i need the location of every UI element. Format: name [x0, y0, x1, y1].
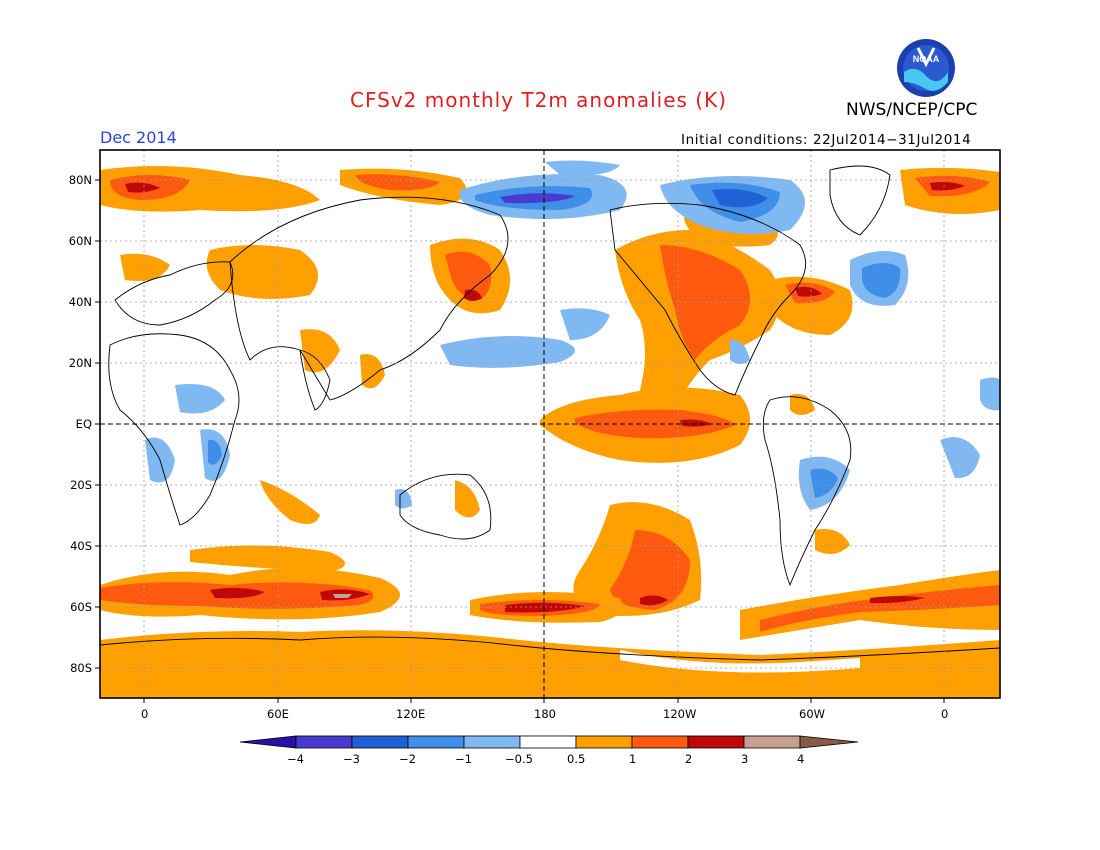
anomaly-region [810, 468, 838, 498]
anomaly-region [395, 489, 412, 509]
lon-label-60w: 60W [799, 707, 826, 721]
lat-label-20n: 20N [68, 356, 92, 370]
forecast-month: Dec 2014 [100, 128, 177, 147]
anomaly-region [440, 336, 575, 368]
lon-label-120w: 120W [663, 707, 697, 721]
anomaly-region [610, 530, 690, 610]
colorbar-swatch [799, 735, 859, 749]
lon-label-60e: 60E [267, 707, 289, 721]
anomaly-region [870, 596, 925, 604]
lat-label-eq: EQ [75, 417, 92, 431]
lon-label-0-east: 0 [941, 707, 949, 721]
agency-label: NWS/NCEP/CPC [846, 100, 978, 120]
anomaly-region [980, 377, 1000, 411]
reference-lines [100, 150, 1000, 698]
colorbar-swatch [631, 735, 689, 749]
anomaly-region [210, 587, 265, 599]
asia-outline [229, 196, 509, 401]
anomaly-region [100, 630, 1000, 698]
africa-outline [108, 333, 240, 526]
lat-label-60n: 60N [68, 234, 92, 248]
colorbar-label: −1 [455, 752, 472, 766]
anomaly-region [940, 437, 980, 479]
lat-label-80n: 80N [68, 173, 92, 187]
noaa-logo-icon: NOAA [897, 39, 955, 97]
lon-label-120e: 120E [396, 707, 426, 721]
colorbar-swatch [743, 735, 801, 749]
anomaly-region [620, 650, 860, 673]
colorbar-swatch [463, 735, 521, 749]
anomaly-region [760, 585, 1000, 632]
colorbar-label: 4 [797, 752, 805, 766]
antarctica-outline [100, 636, 1000, 661]
initial-conditions: Initial conditions: 22Jul2014−31Jul2014 [681, 132, 972, 148]
lat-label-40s: 40S [70, 539, 92, 553]
chart-title: CFSv2 monthly T2m anomalies (K) [350, 88, 727, 112]
anomaly-region [355, 174, 440, 191]
colorbar-swatch [519, 735, 577, 749]
anomaly-region [333, 594, 352, 598]
australia-outline [399, 473, 492, 540]
anomaly-region [560, 308, 610, 340]
anomaly-region [712, 189, 768, 208]
anomaly-field [100, 160, 1000, 698]
europe-outline [114, 261, 234, 326]
colorbar-swatch [687, 735, 745, 749]
colorbar-label: 0.5 [567, 752, 586, 766]
colorbar-swatch [239, 735, 297, 749]
colorbar [239, 735, 859, 749]
anomaly-region [930, 182, 965, 191]
lat-label-20s: 20S [70, 478, 92, 492]
lon-label-180: 180 [534, 707, 556, 721]
lat-label-80s: 80S [70, 661, 92, 675]
anomaly-region [680, 419, 712, 427]
anomaly-region [660, 245, 750, 360]
anomaly-region [640, 595, 668, 606]
anomaly-region [120, 253, 170, 281]
noaa-logo-text: NOAA [913, 54, 940, 64]
colorbar-label: −4 [287, 752, 304, 766]
colorbar-label: 1 [629, 752, 637, 766]
colorbar-label: −3 [343, 752, 360, 766]
anomaly-region [730, 339, 750, 364]
colorbar-label: 2 [685, 752, 693, 766]
anomaly-region [500, 193, 575, 204]
greenland-outline [829, 165, 891, 236]
anomaly-region [175, 384, 225, 414]
anomaly-region [208, 439, 222, 465]
anomaly-region [795, 286, 822, 297]
anomaly-region [455, 480, 480, 518]
anomaly-region [445, 251, 492, 300]
colorbar-swatch [407, 735, 465, 749]
lat-label-40n: 40N [68, 295, 92, 309]
colorbar-label: −2 [399, 752, 416, 766]
anomaly-region [125, 182, 160, 193]
colorbar-swatch [295, 735, 353, 749]
colorbar-label: 3 [741, 752, 749, 766]
colorbar-label: −0.5 [505, 752, 533, 766]
india-outline [299, 349, 331, 411]
colorbar-swatch [575, 735, 633, 749]
anomaly-region [815, 529, 850, 554]
grid-lines [100, 150, 1000, 698]
anomaly-region [862, 263, 901, 298]
north-america-outline [609, 202, 807, 396]
anomaly-region [260, 480, 320, 524]
lat-label-60s: 60S [70, 600, 92, 614]
south-america-outline [762, 396, 852, 587]
anomaly-region [545, 160, 620, 176]
anomaly-region [505, 602, 585, 613]
coastlines [100, 165, 1000, 661]
anomaly-region [300, 329, 340, 373]
anomaly-region [190, 545, 345, 572]
colorbar-swatch [351, 735, 409, 749]
lon-label-0: 0 [141, 707, 149, 721]
anomaly-region [206, 245, 318, 299]
